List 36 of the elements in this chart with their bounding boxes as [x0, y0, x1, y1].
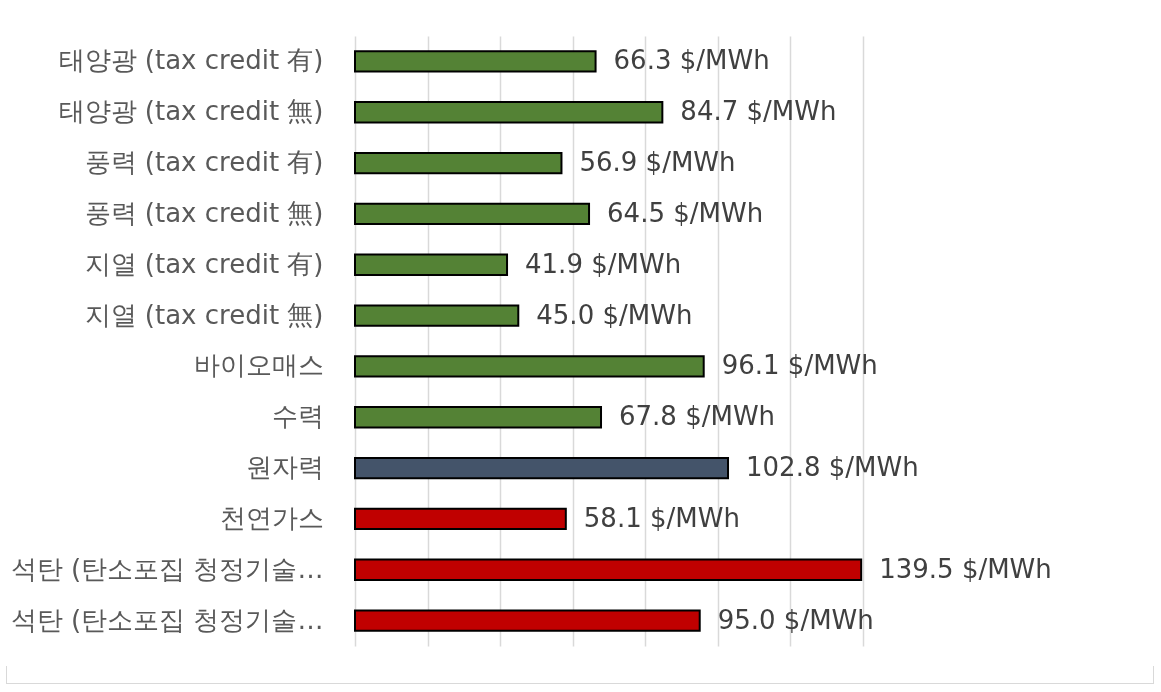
bar	[354, 101, 664, 124]
data-label: 139.5 $/MWh	[879, 553, 1052, 584]
data-label: 66.3 $/MWh	[613, 45, 770, 76]
data-label: 96.1 $/MWh	[721, 350, 878, 381]
bar	[354, 355, 705, 378]
y-tick-label: 지열 (tax credit 有)	[84, 248, 324, 279]
y-tick-label: 지열 (tax credit 無)	[84, 299, 324, 330]
bar	[354, 507, 567, 531]
bar	[354, 558, 863, 581]
y-tick-label: 풍력 (tax credit 無)	[84, 197, 324, 228]
bar	[354, 609, 701, 632]
bar	[354, 253, 509, 276]
y-tick-label: 원자력	[245, 452, 324, 483]
data-label: 67.8 $/MWh	[619, 401, 776, 432]
data-label: 84.7 $/MWh	[680, 96, 837, 127]
data-label: 58.1 $/MWh	[583, 502, 740, 533]
y-tick-label: 석탄 (탄소포집 청정기술…	[10, 604, 324, 635]
data-label: 41.9 $/MWh	[525, 248, 682, 279]
y-tick-label: 바이오매스	[193, 350, 324, 381]
y-tick-label: 태양광 (tax credit 無)	[58, 96, 324, 127]
bar	[354, 151, 563, 175]
bar	[354, 304, 520, 327]
bar	[354, 202, 591, 226]
y-tick-label: 풍력 (tax credit 有)	[84, 147, 324, 178]
data-label: 64.5 $/MWh	[607, 197, 764, 228]
data-label: 45.0 $/MWh	[536, 299, 693, 330]
bar	[354, 406, 603, 429]
y-tick-label: 수력	[271, 401, 324, 432]
y-tick-label: 태양광 (tax credit 有)	[58, 45, 324, 76]
data-label: 56.9 $/MWh	[579, 147, 736, 178]
y-tick-label: 천연가스	[219, 502, 324, 533]
bar	[354, 50, 597, 73]
bar	[354, 456, 730, 480]
data-label: 102.8 $/MWh	[746, 452, 919, 483]
data-label: 95.0 $/MWh	[717, 604, 874, 635]
y-tick-label: 석탄 (탄소포집 청정기술…	[10, 553, 324, 584]
